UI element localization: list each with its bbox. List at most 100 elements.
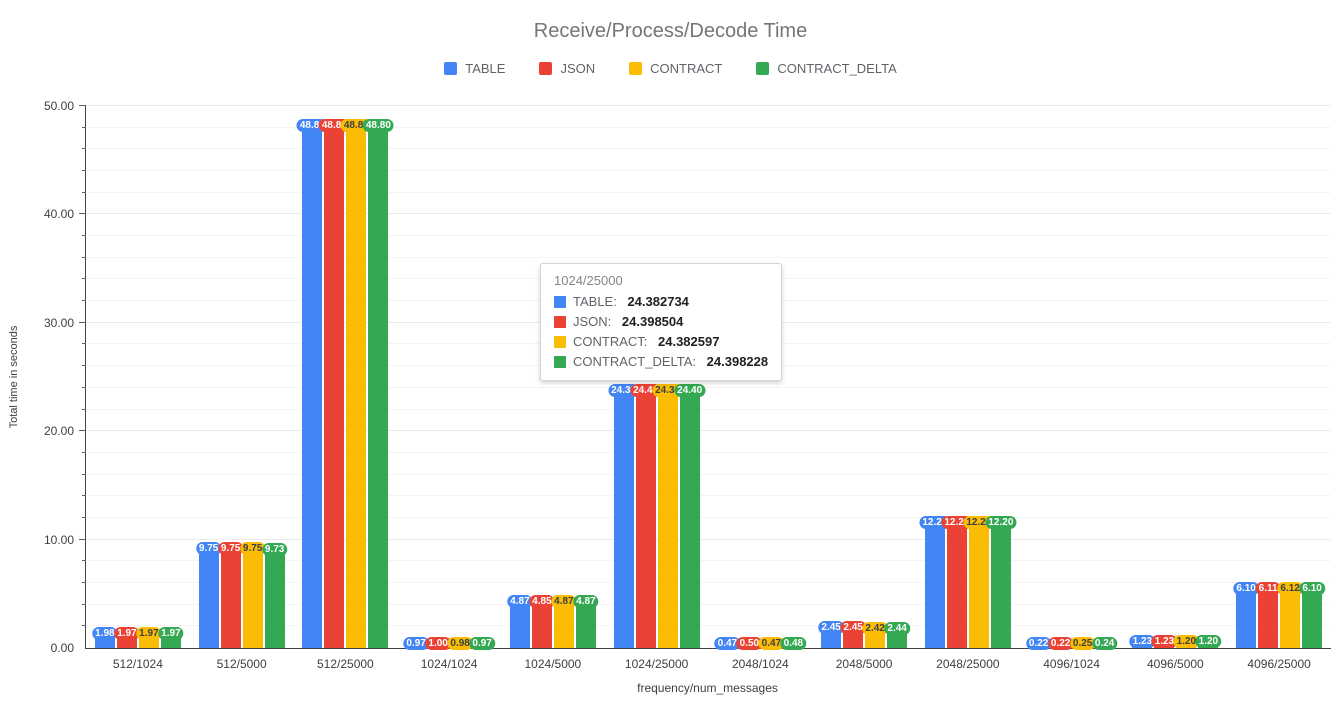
tooltip-swatch (554, 295, 566, 308)
gridline (86, 560, 1331, 562)
y-axis-tick (82, 386, 86, 388)
tooltip-row: CONTRACT_DELTA: 24.398228 (554, 354, 768, 369)
bar-value-label: 6.11 (1255, 581, 1281, 595)
gridline (86, 126, 1331, 128)
y-axis-tick (82, 300, 86, 302)
bar-contract[interactable] (1280, 581, 1301, 648)
tooltip-series-name: CONTRACT_DELTA: (573, 354, 700, 369)
legend-swatch (539, 62, 553, 75)
y-axis-tick (82, 343, 86, 345)
tooltip-value: 24.382597 (658, 334, 720, 349)
tooltip-series-name: TABLE: (573, 294, 621, 309)
bar-value-label: 4.87 (573, 595, 599, 609)
legend-label: TABLE (465, 61, 506, 76)
bar-value-label: 1.23 (1151, 634, 1178, 648)
gridline (86, 625, 1331, 627)
bar-contract-delta[interactable] (1302, 581, 1323, 648)
tooltip-series-name: JSON: (573, 314, 615, 329)
bar-value-label: 4.87 (551, 595, 577, 609)
legend-item-json[interactable]: JSON (539, 61, 595, 76)
bar-contract[interactable] (657, 383, 678, 648)
gridline (86, 581, 1331, 583)
y-axis-tick (82, 495, 86, 497)
chart-title: Receive/Process/Decode Time (533, 20, 808, 42)
bar-value-label: 4.85 (529, 595, 555, 609)
bar-value-label: 0.24 (1091, 637, 1118, 650)
gridline (86, 213, 1331, 215)
y-tick-label: 30.00 (43, 315, 74, 330)
gridline (86, 170, 1331, 172)
bar-contract[interactable] (968, 515, 989, 648)
y-axis-tick (79, 321, 86, 323)
y-axis-tick (82, 235, 86, 237)
tooltip-row: JSON: 24.398504 (554, 314, 768, 329)
gridline (86, 538, 1331, 540)
y-axis-tick (79, 105, 86, 106)
bar-contract[interactable] (242, 542, 263, 648)
x-category-label: 2048/5000 (835, 657, 893, 671)
bar-table[interactable] (924, 515, 945, 648)
bar-json[interactable] (1258, 581, 1279, 648)
bar-value-label: 6.12 (1277, 581, 1303, 595)
bar-table[interactable] (509, 595, 530, 648)
bar-json[interactable] (324, 118, 345, 648)
gridline (86, 235, 1331, 237)
legend-swatch (756, 62, 770, 75)
tooltip-swatch (554, 315, 566, 328)
legend-item-contract[interactable]: CONTRACT (629, 61, 722, 76)
bar-value-label: 9.73 (261, 542, 288, 556)
bar-value-label: 12.20 (985, 515, 1017, 529)
x-category-label: 512/5000 (216, 657, 267, 671)
y-axis-tick (82, 278, 86, 280)
bar-contract-delta[interactable] (264, 542, 285, 648)
y-axis-tick (79, 430, 86, 432)
bar-contract[interactable] (553, 595, 574, 648)
bar-value-label: 9.75 (217, 542, 244, 556)
legend-swatch (444, 62, 458, 75)
bar-table[interactable] (1236, 581, 1257, 648)
bar-value-label: 2.45 (840, 621, 866, 635)
x-category-label: 512/25000 (317, 657, 374, 671)
tooltip-swatch (554, 355, 566, 368)
bar-table[interactable] (302, 118, 323, 648)
gridline (86, 516, 1331, 518)
bar-contract-delta[interactable] (575, 595, 596, 648)
y-tick-label: 20.00 (43, 424, 74, 439)
bar-value-label: 0.97 (403, 637, 429, 650)
gridline (86, 386, 1331, 388)
bar-contract[interactable] (346, 118, 367, 648)
bar-value-label: 24.40 (674, 383, 706, 397)
legend-swatch (629, 62, 643, 75)
bar-contract-delta[interactable] (679, 383, 700, 648)
bar-value-label: 0.47 (758, 637, 785, 650)
legend-item-contract-delta[interactable]: CONTRACT_DELTA (756, 61, 897, 76)
gridline (86, 603, 1331, 605)
bar-value-label: 2.44 (884, 621, 910, 635)
bar-json[interactable] (220, 542, 241, 648)
tooltip-value: 24.398228 (706, 354, 769, 369)
bar-json[interactable] (635, 383, 656, 648)
gridline (86, 473, 1331, 475)
y-tick-label: 10.00 (43, 532, 74, 547)
bar-value-label: 0.50 (736, 637, 763, 650)
bar-value-label: 0.22 (1047, 637, 1074, 650)
x-category-label: 2048/1024 (732, 657, 789, 671)
bar-table[interactable] (198, 542, 219, 648)
tooltip-swatch (554, 335, 566, 348)
bar-contract-delta[interactable] (990, 515, 1011, 648)
y-axis-tick (82, 365, 86, 367)
bar-value-label: 1.20 (1195, 635, 1222, 648)
gridline (86, 105, 1331, 106)
bar-json[interactable] (946, 515, 967, 648)
bar-value-label: 2.45 (818, 621, 844, 635)
bar-table[interactable] (613, 383, 634, 648)
bar-value-label: 6.10 (1233, 581, 1259, 595)
bar-json[interactable] (531, 595, 552, 648)
y-tick-label: 50.00 (43, 99, 74, 113)
bar-contract-delta[interactable] (368, 119, 389, 648)
legend-label: CONTRACT (650, 61, 723, 76)
bar-value-label: 1.98 (92, 626, 118, 640)
legend-item-table[interactable]: TABLE (444, 61, 505, 76)
y-tick-label: 40.00 (43, 207, 74, 222)
y-axis-tick (82, 581, 86, 583)
